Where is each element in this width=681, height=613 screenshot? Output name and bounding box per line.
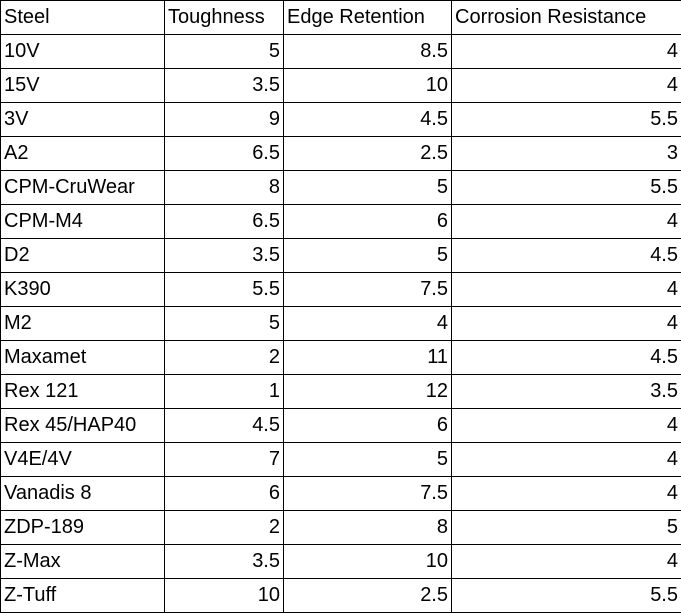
rating-cell: 2.5 xyxy=(283,136,452,171)
rating-cell: 10 xyxy=(164,578,284,613)
rating-cell: 3.5 xyxy=(164,544,284,579)
rating-cell: 4 xyxy=(283,306,452,341)
rating-cell: 12 xyxy=(283,374,452,409)
rating-cell: 6.5 xyxy=(164,204,284,239)
steel-name: V4E/4V xyxy=(0,442,165,477)
steel-name: 3V xyxy=(0,102,165,137)
table-row: 3V 9 4.5 5.5 xyxy=(0,102,681,137)
rating-cell: 4 xyxy=(451,476,681,511)
header-row: Steel Toughness Edge Retention Corrosion Re… xyxy=(0,0,681,35)
table-row: V4E/4V 7 5 4 xyxy=(0,442,681,477)
steel-name: ZDP-189 xyxy=(0,510,165,545)
header-cell: Corrosion Resistance xyxy=(451,0,681,35)
steel-name: A2 xyxy=(0,136,165,171)
rating-cell: 6.5 xyxy=(164,136,284,171)
rating-cell: 4 xyxy=(451,442,681,477)
table-row: A2 6.5 2.5 3 xyxy=(0,136,681,171)
table-body: 10V 5 8.5 4 15V 3.5 10 4 3V 9 4.5 5.5 A2 6.5 2.5 3 CPM-C… xyxy=(0,34,681,613)
steel-name: Rex 45/HAP40 xyxy=(0,408,165,443)
table-row: Z-Tuff 10 2.5 5.5 xyxy=(0,578,681,613)
table-row: Maxamet 2 11 4.5 xyxy=(0,340,681,375)
rating-cell: 5 xyxy=(451,510,681,545)
table-row: 15V 3.5 10 4 xyxy=(0,68,681,103)
table-row: Rex 45/HAP40 4.5 6 4 xyxy=(0,408,681,443)
rating-cell: 4.5 xyxy=(451,238,681,273)
rating-cell: 8.5 xyxy=(283,34,452,69)
rating-cell: 6 xyxy=(283,204,452,239)
table-row: K390 5.5 7.5 4 xyxy=(0,272,681,307)
rating-cell: 4.5 xyxy=(283,102,452,137)
rating-cell: 3.5 xyxy=(451,374,681,409)
table-row: M2 5 4 4 xyxy=(0,306,681,341)
table-row: D2 3.5 5 4.5 xyxy=(0,238,681,273)
rating-cell: 4 xyxy=(451,34,681,69)
steel-name: D2 xyxy=(0,238,165,273)
rating-cell: 3 xyxy=(451,136,681,171)
rating-cell: 5.5 xyxy=(451,578,681,613)
rating-cell: 4 xyxy=(451,544,681,579)
table-row: Rex 121 1 12 3.5 xyxy=(0,374,681,409)
table-row: CPM-M4 6.5 6 4 xyxy=(0,204,681,239)
rating-cell: 8 xyxy=(164,170,284,205)
rating-cell: 4 xyxy=(451,408,681,443)
rating-cell: 1 xyxy=(164,374,284,409)
rating-cell: 11 xyxy=(283,340,452,375)
steel-name: Rex 121 xyxy=(0,374,165,409)
rating-cell: 9 xyxy=(164,102,284,137)
rating-cell: 4 xyxy=(451,272,681,307)
rating-cell: 5 xyxy=(164,306,284,341)
rating-cell: 5 xyxy=(283,238,452,273)
rating-cell: 3.5 xyxy=(164,238,284,273)
header-cell: Steel xyxy=(0,0,165,35)
rating-cell: 4 xyxy=(451,204,681,239)
steel-name: 15V xyxy=(0,68,165,103)
rating-cell: 8 xyxy=(283,510,452,545)
rating-cell: 2.5 xyxy=(283,578,452,613)
rating-cell: 2 xyxy=(164,510,284,545)
rating-cell: 5 xyxy=(283,442,452,477)
rating-cell: 3.5 xyxy=(164,68,284,103)
rating-cell: 7.5 xyxy=(283,476,452,511)
rating-cell: 5 xyxy=(164,34,284,69)
header-cell: Toughness xyxy=(164,0,284,35)
rating-cell: 6 xyxy=(283,408,452,443)
steel-name: Vanadis 8 xyxy=(0,476,165,511)
steel-name: K390 xyxy=(0,272,165,307)
steel-name: Z-Tuff xyxy=(0,578,165,613)
table-row: Z-Max 3.5 10 4 xyxy=(0,544,681,579)
steel-name: Z-Max xyxy=(0,544,165,579)
rating-cell: 2 xyxy=(164,340,284,375)
rating-cell: 4 xyxy=(451,68,681,103)
table-row: ZDP-189 2 8 5 xyxy=(0,510,681,545)
table-row: Vanadis 8 6 7.5 4 xyxy=(0,476,681,511)
rating-cell: 7 xyxy=(164,442,284,477)
table-row: CPM-CruWear 8 5 5.5 xyxy=(0,170,681,205)
rating-cell: 10 xyxy=(283,68,452,103)
steel-name: CPM-M4 xyxy=(0,204,165,239)
rating-cell: 6 xyxy=(164,476,284,511)
rating-cell: 5.5 xyxy=(451,170,681,205)
rating-cell: 5.5 xyxy=(164,272,284,307)
rating-cell: 4 xyxy=(451,306,681,341)
rating-cell: 5 xyxy=(283,170,452,205)
rating-cell: 7.5 xyxy=(283,272,452,307)
table-row: 10V 5 8.5 4 xyxy=(0,34,681,69)
rating-cell: 5.5 xyxy=(451,102,681,137)
steel-name: M2 xyxy=(0,306,165,341)
header-cell: Edge Retention xyxy=(283,0,452,35)
rating-cell: 4.5 xyxy=(451,340,681,375)
rating-cell: 10 xyxy=(283,544,452,579)
steel-name: CPM-CruWear xyxy=(0,170,165,205)
rating-cell: 4.5 xyxy=(164,408,284,443)
steel-name: Maxamet xyxy=(0,340,165,375)
steel-name: 10V xyxy=(0,34,165,69)
